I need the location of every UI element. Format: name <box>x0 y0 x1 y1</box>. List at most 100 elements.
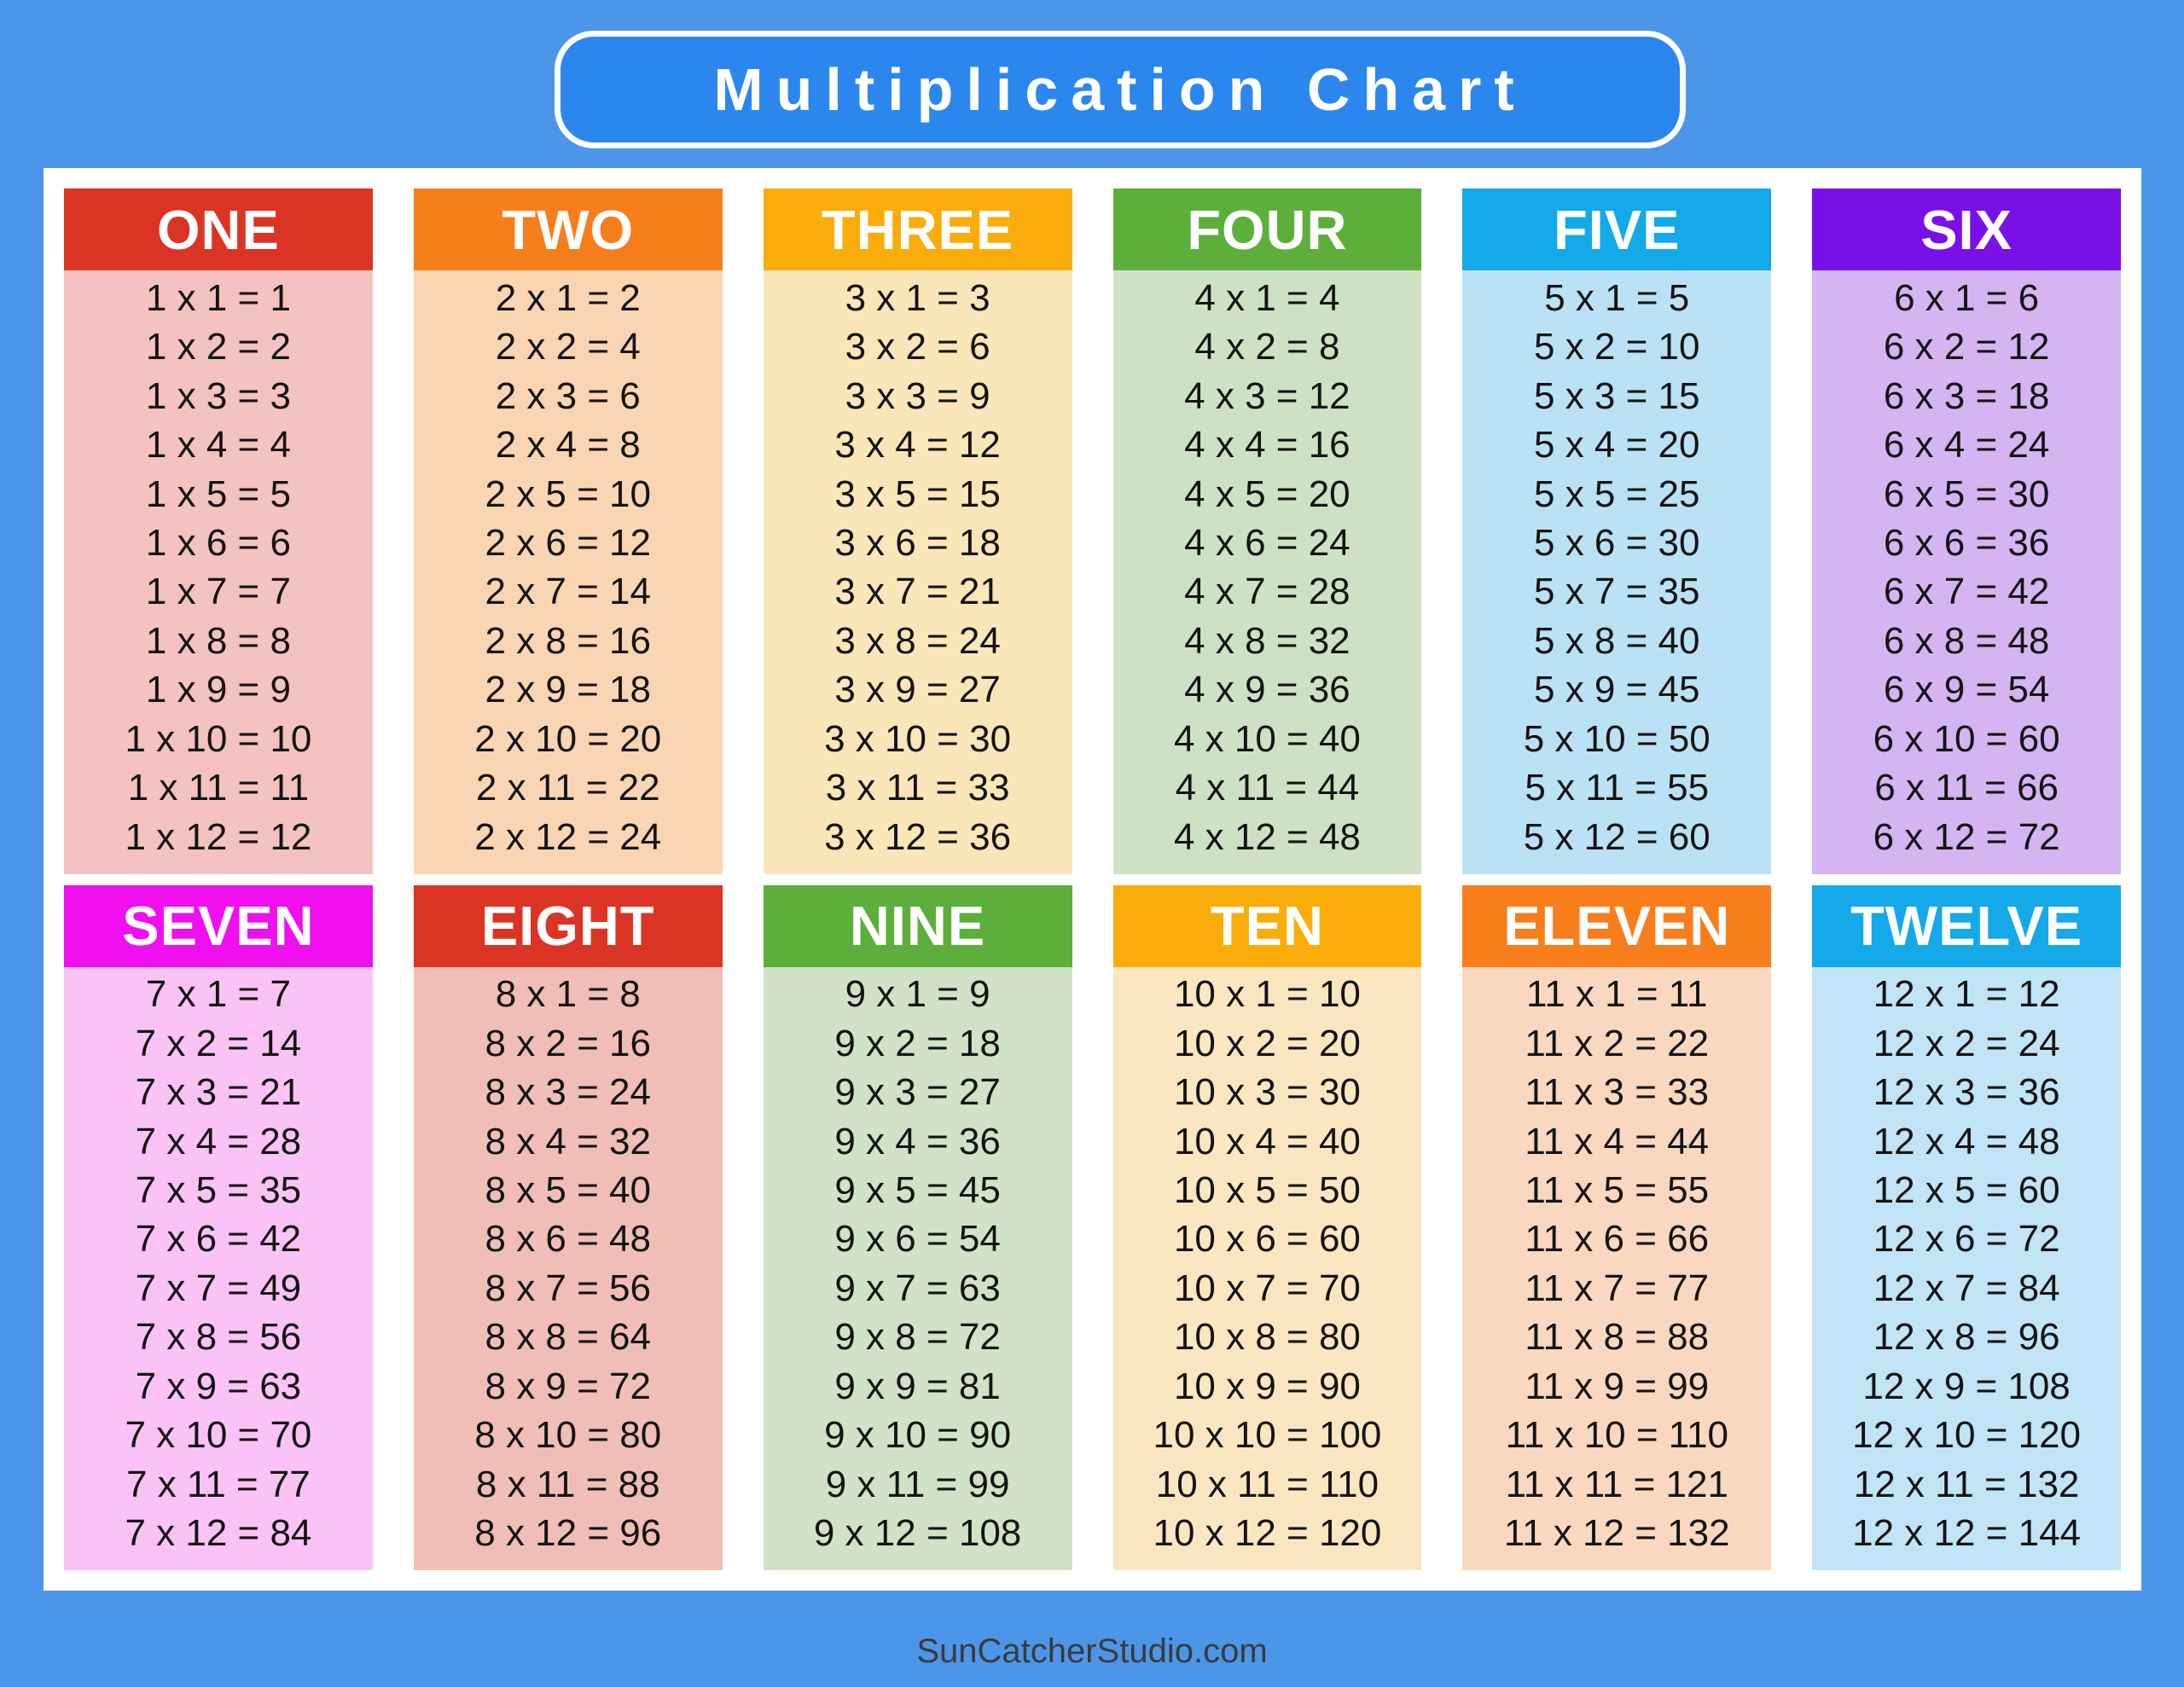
equation-row: 9 x 9 = 81 <box>834 1365 1001 1407</box>
equation-row: 10 x 8 = 80 <box>1173 1316 1361 1359</box>
equation-row: 5 x 1 = 5 <box>1544 276 1690 319</box>
equation-row: 10 x 10 = 100 <box>1153 1414 1382 1457</box>
equation-row: 12 x 12 = 144 <box>1852 1512 2082 1555</box>
equation-row: 10 x 1 = 10 <box>1173 973 1361 1016</box>
equation-row: 4 x 12 = 48 <box>1173 815 1361 858</box>
equation-row: 7 x 3 = 21 <box>135 1071 302 1114</box>
equation-row: 6 x 1 = 6 <box>1894 276 2040 319</box>
table-header-label: ONE <box>156 198 280 261</box>
equation-row: 7 x 11 = 77 <box>126 1463 311 1505</box>
equation-row: 3 x 8 = 24 <box>834 619 1001 662</box>
equation-row: 3 x 5 = 15 <box>834 472 1001 515</box>
equation-row: 4 x 11 = 44 <box>1175 767 1360 809</box>
equation-row: 4 x 6 = 24 <box>1184 521 1350 564</box>
table-header: ONE <box>64 188 373 270</box>
equation-row: 9 x 3 = 27 <box>834 1071 1001 1114</box>
table-header: FIVE <box>1462 188 1772 270</box>
equation-row: 6 x 4 = 24 <box>1883 424 2050 467</box>
equation-row: 8 x 6 = 48 <box>485 1218 651 1261</box>
table-body: 3 x 1 = 3 3 x 2 = 6 3 x 3 = 9 3 x 4 = 12 3 x… <box>763 270 1072 874</box>
table-card-twelve: TWELVE 12 x 1 = 12 12 x 2 = 24 12 x 3 = 36 1… <box>1812 884 2121 1570</box>
equation-row: 2 x 12 = 24 <box>474 815 662 858</box>
table-card-five: FIVE 5 x 1 = 5 5 x 2 = 10 5 x 3 = 15 5 x 4 =… <box>1462 188 1772 874</box>
equation-row: 8 x 12 = 96 <box>474 1512 662 1555</box>
page-title: Multiplication Chart <box>713 56 1527 123</box>
equation-row: 3 x 3 = 9 <box>845 374 990 417</box>
equation-row: 2 x 10 = 20 <box>474 717 662 760</box>
equation-row: 6 x 10 = 60 <box>1873 717 2060 760</box>
equation-row: 5 x 5 = 25 <box>1534 472 1700 515</box>
equation-row: 4 x 2 = 8 <box>1194 326 1340 368</box>
equation-row: 6 x 2 = 12 <box>1883 326 2050 368</box>
equation-row: 3 x 7 = 21 <box>834 571 1001 613</box>
equation-row: 4 x 9 = 36 <box>1184 669 1350 711</box>
equation-row: 4 x 7 = 28 <box>1184 571 1350 613</box>
equation-row: 3 x 1 = 3 <box>845 276 990 319</box>
equation-row: 2 x 6 = 12 <box>485 521 651 564</box>
equation-row: 8 x 5 = 40 <box>485 1169 651 1212</box>
equation-row: 9 x 4 = 36 <box>834 1120 1001 1162</box>
table-header-label: FIVE <box>1554 198 1681 261</box>
equation-row: 6 x 8 = 48 <box>1883 619 2050 662</box>
equation-row: 12 x 8 = 96 <box>1873 1316 2060 1359</box>
equation-row: 8 x 7 = 56 <box>485 1267 651 1309</box>
equation-row: 3 x 12 = 36 <box>824 815 1012 858</box>
equation-row: 4 x 5 = 20 <box>1184 472 1350 515</box>
equation-row: 12 x 9 = 108 <box>1862 1365 2071 1407</box>
table-body: 1 x 1 = 1 1 x 2 = 2 1 x 3 = 3 1 x 4 = 4 1 x … <box>64 270 373 874</box>
equation-row: 1 x 10 = 10 <box>125 717 312 760</box>
equation-row: 6 x 11 = 66 <box>1874 767 2059 809</box>
equation-row: 7 x 1 = 7 <box>145 973 291 1016</box>
equation-row: 2 x 3 = 6 <box>495 374 641 417</box>
equation-row: 2 x 1 = 2 <box>495 276 641 319</box>
equation-row: 2 x 4 = 8 <box>495 424 641 467</box>
equation-row: 6 x 5 = 30 <box>1883 472 2050 515</box>
equation-row: 3 x 2 = 6 <box>845 326 990 368</box>
table-header-label: SIX <box>1920 198 2013 261</box>
equation-row: 5 x 12 = 60 <box>1523 815 1711 858</box>
equation-row: 5 x 7 = 35 <box>1534 571 1700 613</box>
equation-row: 1 x 2 = 2 <box>145 326 291 368</box>
table-header-label: FOUR <box>1187 198 1348 261</box>
equation-row: 2 x 11 = 22 <box>475 767 660 809</box>
equation-row: 2 x 5 = 10 <box>485 472 651 515</box>
equation-row: 10 x 7 = 70 <box>1173 1267 1361 1309</box>
table-header: FOUR <box>1112 188 1422 270</box>
equation-row: 5 x 3 = 15 <box>1534 374 1700 417</box>
table-header: SIX <box>1812 188 2121 270</box>
table-header: NINE <box>763 884 1072 967</box>
table-body: 7 x 1 = 7 7 x 2 = 14 7 x 3 = 21 7 x 4 = 28 7… <box>64 966 373 1570</box>
table-body: 2 x 1 = 2 2 x 2 = 4 2 x 3 = 6 2 x 4 = 8 2 x … <box>413 270 723 874</box>
table-header-label: TWELVE <box>1850 895 2083 957</box>
equation-row: 9 x 7 = 63 <box>834 1267 1001 1309</box>
equation-row: 11 x 6 = 66 <box>1525 1218 1710 1261</box>
equation-row: 1 x 4 = 4 <box>145 424 291 467</box>
equation-row: 7 x 12 = 84 <box>125 1512 312 1555</box>
equation-row: 4 x 10 = 40 <box>1173 717 1361 760</box>
equation-row: 5 x 4 = 20 <box>1534 424 1700 467</box>
table-body: 4 x 1 = 4 4 x 2 = 8 4 x 3 = 12 4 x 4 = 16 4 … <box>1112 270 1422 874</box>
equation-row: 11 x 7 = 77 <box>1525 1267 1710 1309</box>
table-body: 5 x 1 = 5 5 x 2 = 10 5 x 3 = 15 5 x 4 = 20 5… <box>1462 270 1772 874</box>
equation-row: 1 x 1 = 1 <box>145 276 291 319</box>
equation-row: 1 x 9 = 9 <box>145 669 291 711</box>
equation-row: 12 x 5 = 60 <box>1873 1169 2060 1212</box>
equation-row: 4 x 3 = 12 <box>1184 374 1350 417</box>
equation-row: 1 x 7 = 7 <box>145 571 291 613</box>
equation-row: 5 x 11 = 55 <box>1525 767 1710 809</box>
equation-row: 1 x 3 = 3 <box>145 374 291 417</box>
equation-row: 2 x 9 = 18 <box>485 669 651 711</box>
equation-row: 5 x 9 = 45 <box>1534 669 1700 711</box>
equation-row: 3 x 6 = 18 <box>834 521 1001 564</box>
equation-row: 9 x 12 = 108 <box>813 1512 1022 1555</box>
table-body: 11 x 1 = 11 11 x 2 = 22 11 x 3 = 33 11 x 4 … <box>1462 966 1772 1570</box>
equation-row: 7 x 7 = 49 <box>135 1267 302 1309</box>
table-card-nine: NINE 9 x 1 = 9 9 x 2 = 18 9 x 3 = 27 9 x 4 =… <box>763 884 1072 1570</box>
equation-row: 11 x 12 = 132 <box>1503 1512 1730 1555</box>
table-header-label: TEN <box>1210 895 1324 957</box>
equation-row: 6 x 7 = 42 <box>1883 571 2050 613</box>
equation-row: 4 x 1 = 4 <box>1194 276 1340 319</box>
equation-row: 12 x 6 = 72 <box>1873 1218 2060 1261</box>
